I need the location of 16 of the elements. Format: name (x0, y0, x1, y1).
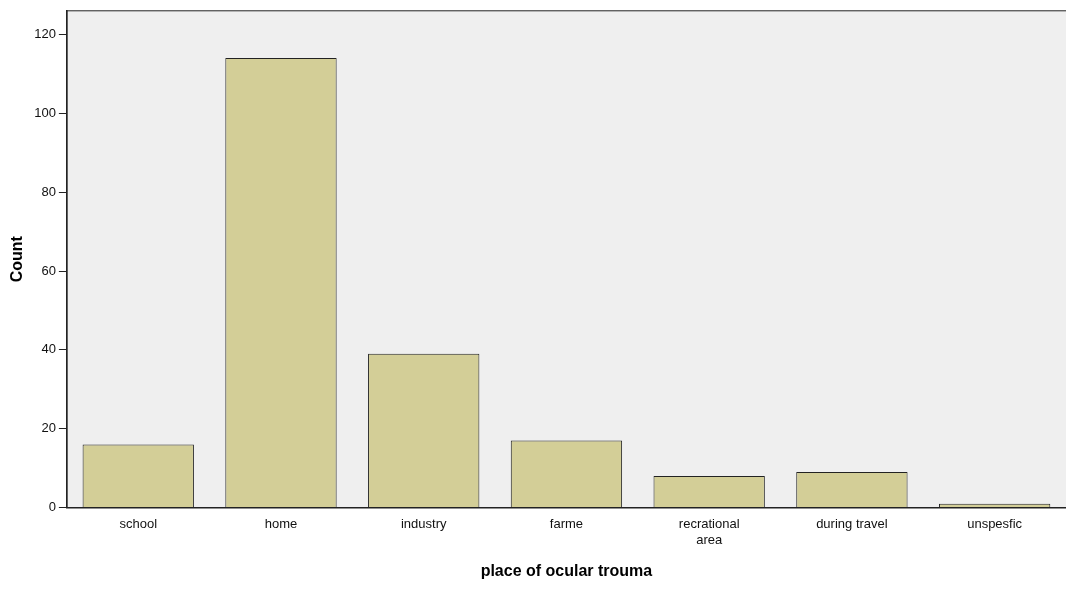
y-tick-label: 60 (41, 262, 56, 278)
x-tick-label: home (264, 515, 298, 531)
x-tick-label: unspesfic (967, 515, 1023, 531)
x-tick-label: farme (549, 515, 584, 531)
y-tick-label: 40 (41, 341, 56, 357)
x-tick-label: recrational area (678, 515, 740, 547)
y-tick-label: 0 (48, 499, 56, 515)
x-tick-label: industry (400, 515, 447, 531)
y-tick-label: 20 (41, 420, 56, 436)
x-axis-title: place of ocular trouma (480, 561, 653, 579)
y-tick-label: 80 (41, 183, 56, 199)
y-tick-label: 100 (34, 104, 56, 120)
x-tick-label: school (119, 515, 158, 531)
y-tick-label: 120 (34, 26, 56, 42)
y-axis-title: Count (8, 235, 26, 283)
x-tick-label: during travel (816, 515, 888, 531)
